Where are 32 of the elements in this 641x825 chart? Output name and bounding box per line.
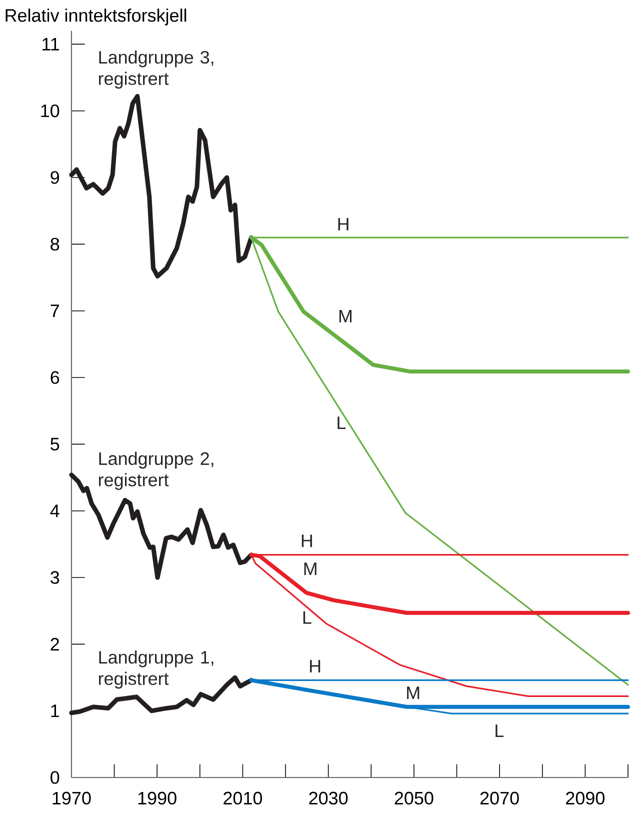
y-tick-label: 11: [42, 38, 59, 50]
y-tick-label: 8: [50, 238, 60, 251]
y-tick-label: 0: [50, 771, 60, 784]
annotation: L: [338, 416, 346, 430]
annotation: L: [303, 611, 312, 624]
x-tick-label: 2030: [309, 792, 348, 805]
annotation: L: [496, 724, 504, 738]
annotation: Landgruppe 2, registrert: [98, 452, 214, 490]
annotation: M: [339, 310, 352, 322]
y-tick-label: 2: [50, 638, 59, 650]
annotation: Landgruppe 3, registrert: [98, 50, 214, 89]
annotation: H: [310, 660, 320, 672]
y-tick-label: 7: [50, 304, 59, 318]
x-tick-label: 2090: [566, 792, 604, 805]
y-tick-label: 4: [50, 504, 60, 518]
x-tick-label: 1990: [138, 792, 176, 805]
annotation: H: [302, 534, 312, 548]
y-tick-label: 9: [50, 171, 60, 184]
annotation: H: [338, 218, 348, 230]
annotation: M: [407, 686, 420, 700]
y-tick-label: 1: [51, 704, 59, 718]
x-tick-label: 2010: [224, 792, 262, 805]
y-tick-label: 5: [50, 438, 60, 450]
annotation: Landgruppe 1, registrert: [98, 650, 214, 689]
x-tick-label: 2050: [394, 792, 434, 805]
y-tick-label: 10: [41, 104, 60, 118]
x-tick-label: 1970: [52, 792, 91, 805]
annotation: M: [304, 562, 316, 576]
y-tick-label: 3: [50, 571, 60, 584]
y-axis-title: Relativ inntektsforskjell: [6, 8, 186, 26]
x-tick-label: 2070: [480, 792, 519, 805]
y-tick-label: 6: [50, 371, 60, 384]
